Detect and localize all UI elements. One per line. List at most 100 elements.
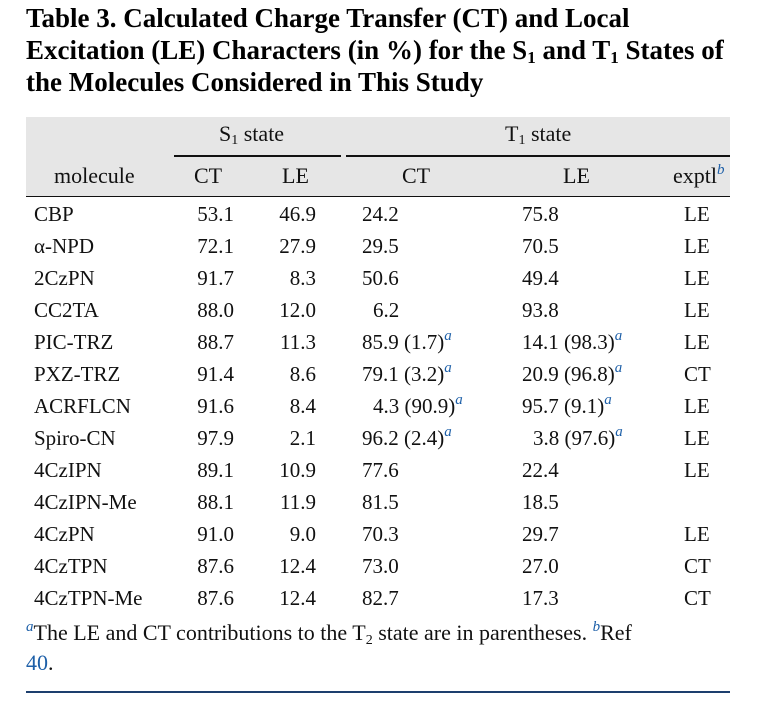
col-header-s1-le: LE xyxy=(282,163,309,188)
table-row: CC2TA 88.0 12.0 6.2 93.8 LE xyxy=(26,294,730,326)
t1-subscript: 1 xyxy=(518,133,526,148)
cell-t1-ct: 24.2 xyxy=(362,198,399,230)
cell-s1-ct: 91.4 xyxy=(197,358,234,390)
cell-s1-ct: 97.9 xyxy=(197,422,234,454)
cell-molecule: 4CzIPN xyxy=(34,454,102,486)
cell-t1-ct: 82.7 xyxy=(362,582,399,614)
cell-s1-le: 12.0 xyxy=(279,294,316,326)
footnote-mark: a xyxy=(604,392,612,408)
cell-exptl-value: LE xyxy=(684,394,710,418)
s1-state-text: state xyxy=(238,121,285,146)
cell-exptl: LE xyxy=(684,198,710,230)
reference-link-40[interactable]: 40 xyxy=(26,650,48,675)
exptl-label: exptl xyxy=(673,163,717,188)
cell-s1-le: 46.9 xyxy=(279,198,316,230)
cell-t1-ct-value: 29.5 xyxy=(362,234,399,258)
cell-molecule: Spiro-CN xyxy=(34,422,116,454)
cell-t1-le-value: 3.8 (97.6) xyxy=(533,426,616,450)
cell-s1-ct-value: 88.7 xyxy=(197,330,234,354)
table-row: 4CzIPN 89.1 10.9 77.6 22.4 LE xyxy=(26,454,730,486)
cell-s1-ct: 91.6 xyxy=(197,390,234,422)
cell-s1-ct-value: 91.6 xyxy=(197,394,234,418)
caption-s1-subscript: 1 xyxy=(527,48,536,67)
cell-t1-le-value: 14.1 (98.3) xyxy=(522,330,615,354)
caption-t1-subscript: 1 xyxy=(610,48,619,67)
cell-t1-le-value: 95.7 (9.1) xyxy=(522,394,605,418)
col-header-s1-ct: CT xyxy=(194,163,223,188)
cell-t1-le-value: 22.4 xyxy=(522,458,559,482)
t1-state-group-label: T1 state xyxy=(505,121,572,148)
cell-t1-le-value: 18.5 xyxy=(522,490,559,514)
table-row: Spiro-CN 97.9 2.1 96.2 (2.4)a 3.8 (97.6)a LE xyxy=(26,422,730,454)
cell-exptl: LE xyxy=(684,294,710,326)
t1-state-text: state xyxy=(525,121,572,146)
s1-subscript: 1 xyxy=(231,133,239,148)
cell-t1-le-value: 17.3 xyxy=(522,586,559,610)
footnote-period: . xyxy=(48,650,54,675)
footnote-mark: a xyxy=(615,424,623,440)
cell-s1-le: 8.3 xyxy=(290,262,316,294)
caption-line-2: Excitation (LE) Characters (in %) for th… xyxy=(26,34,756,66)
cell-t1-ct-value: 4.3 (90.9) xyxy=(373,394,456,418)
cell-t1-ct-value: 85.9 (1.7) xyxy=(362,330,445,354)
cell-molecule-value: 4CzIPN xyxy=(34,458,102,482)
footnote-a-text: The LE and CT contributions to the T xyxy=(33,620,366,645)
cell-t1-ct-value: 96.2 (2.4) xyxy=(362,426,445,450)
cell-t1-ct-value: 79.1 (3.2) xyxy=(362,362,445,386)
footnote-a-text-tail: state are in parentheses. xyxy=(372,620,593,645)
table-footnote: aThe LE and CT contributions to the T2 s… xyxy=(26,618,738,678)
cell-t1-ct-value: 24.2 xyxy=(362,202,399,226)
cell-t1-le: 49.4 xyxy=(522,262,559,294)
cell-molecule: PXZ-TRZ xyxy=(34,358,120,390)
cell-s1-le: 9.0 xyxy=(290,518,316,550)
cell-molecule: ACRFLCN xyxy=(34,390,131,422)
cell-t1-le-value: 93.8 xyxy=(522,298,559,322)
caption-line-2-part-b: and T xyxy=(535,35,611,65)
cell-t1-ct: 79.1 (3.2)a xyxy=(362,358,452,390)
footnote-t2-subscript: 2 xyxy=(365,633,373,648)
cell-t1-ct-value: 70.3 xyxy=(362,522,399,546)
cell-s1-le: 8.6 xyxy=(290,358,316,390)
cell-s1-ct-value: 87.6 xyxy=(197,586,234,610)
cell-molecule: α-NPD xyxy=(34,230,94,262)
cell-t1-le-value: 20.9 (96.8) xyxy=(522,362,615,386)
cell-t1-ct: 4.3 (90.9)a xyxy=(373,390,463,422)
cell-exptl-value: LE xyxy=(684,202,710,226)
cell-t1-le: 3.8 (97.6)a xyxy=(533,422,623,454)
cell-s1-ct-value: 72.1 xyxy=(197,234,234,258)
cell-molecule: 4CzTPN-Me xyxy=(34,582,143,614)
cell-molecule-value: 4CzTPN xyxy=(34,554,108,578)
table-row: 4CzPN 91.0 9.0 70.3 29.7 LE xyxy=(26,518,730,550)
table-row: PXZ-TRZ 91.4 8.6 79.1 (3.2)a 20.9 (96.8)a CT xyxy=(26,358,730,390)
footnote-mark: a xyxy=(455,392,463,408)
cell-t1-le: 20.9 (96.8)a xyxy=(522,358,622,390)
cell-s1-le-value: 11.3 xyxy=(280,330,316,354)
cell-s1-le-value: 12.4 xyxy=(279,554,316,578)
caption-line-3: the Molecules Considered in This Study xyxy=(26,67,484,97)
cell-molecule: 4CzTPN xyxy=(34,550,108,582)
cell-t1-le: 95.7 (9.1)a xyxy=(522,390,612,422)
cell-s1-ct-value: 88.1 xyxy=(197,490,234,514)
cell-exptl-value: CT xyxy=(684,362,711,386)
cell-molecule-value: α-NPD xyxy=(34,234,95,258)
footnote-mark: a xyxy=(614,328,623,344)
cell-t1-le: 75.8 xyxy=(522,198,559,230)
s1-letter: S xyxy=(219,121,232,146)
table-row: 2CzPN 91.7 8.3 50.6 49.4 LE xyxy=(26,262,730,294)
cell-t1-le-value: 27.0 xyxy=(522,554,559,578)
cell-s1-le-value: 12.4 xyxy=(279,586,316,610)
cell-t1-ct: 73.0 xyxy=(362,550,399,582)
cell-exptl-value: LE xyxy=(684,298,710,322)
cell-s1-ct: 88.0 xyxy=(197,294,234,326)
col-header-exptl: exptlb xyxy=(673,163,725,189)
t1-letter: T xyxy=(505,121,519,146)
cell-t1-le-value: 29.7 xyxy=(522,522,559,546)
cell-s1-le-value: 8.4 xyxy=(289,394,316,418)
cell-t1-ct: 50.6 xyxy=(362,262,399,294)
t1-group-rule xyxy=(346,155,730,157)
cell-exptl: CT xyxy=(684,358,711,390)
cell-s1-ct: 89.1 xyxy=(197,454,234,486)
table-row: 4CzIPN-Me 88.1 11.9 81.5 18.5 xyxy=(26,486,730,518)
table-header: S1 state T1 state molecule CT LE CT LE e… xyxy=(26,117,730,197)
cell-s1-ct-value: 53.1 xyxy=(197,202,234,226)
